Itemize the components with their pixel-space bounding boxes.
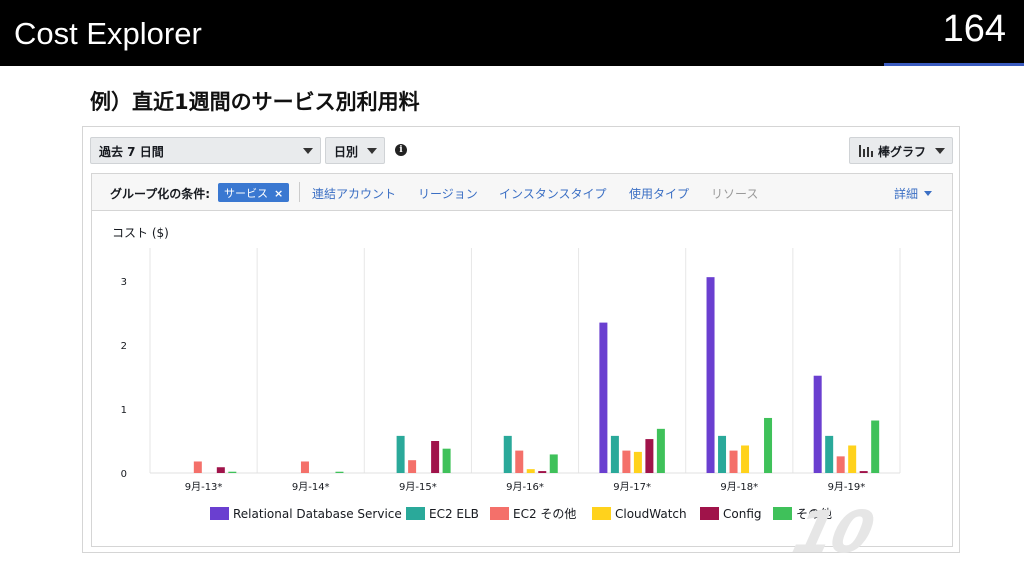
chart-type-value: 棒グラフ [878,145,927,159]
bar [764,417,773,473]
slide-subtitle: 例）直近1週間のサービス別利用料 [90,90,420,114]
bar [408,460,417,473]
bar [538,471,547,473]
chevron-down-icon [935,148,945,154]
group-by-tag-service[interactable]: サービス × [218,183,290,202]
date-range-select[interactable]: 過去 7 日間 [90,137,321,164]
x-tick-label: 9月-16* [506,481,544,493]
legend-label: CloudWatch [615,507,687,521]
page-number: 164 [942,8,1006,50]
bar [729,450,738,473]
legend-swatch [210,507,229,520]
legend-swatch [406,507,425,520]
chart-area [91,211,953,547]
bar [335,471,344,473]
group-by-tag-label: サービス [224,187,268,200]
x-tick-label: 9月-19* [828,481,866,493]
chart-type-select[interactable]: 棒グラフ [849,137,953,164]
page-number-underline [884,63,1024,66]
close-icon[interactable]: × [274,187,284,200]
legend-label: Config [723,507,762,521]
chevron-down-icon [924,191,932,196]
granularity-select[interactable]: 日別 [325,137,385,164]
x-tick-label: 9月-15* [399,481,437,493]
group-by-link-instance-type[interactable]: インスタンスタイプ [499,187,607,201]
bar [599,322,608,473]
y-axis-label: コスト ($) [112,226,169,240]
date-range-value: 過去 7 日間 [99,145,164,159]
bar [836,456,845,473]
bar [300,461,309,473]
bar [871,420,880,473]
info-icon[interactable]: i [395,144,407,156]
granularity-value: 日別 [334,145,359,159]
legend-swatch [490,507,509,520]
chevron-down-icon [303,148,313,154]
legend-swatch [592,507,611,520]
bar [515,450,524,473]
bar [442,448,451,473]
y-tick-label: 3 [121,277,127,288]
y-tick-label: 1 [121,405,127,416]
bar [859,471,868,473]
chevron-down-icon [367,148,377,154]
bar [549,454,558,473]
bar [848,445,857,473]
group-by-link-linked-account[interactable]: 連結アカウント [312,187,397,201]
legend-swatch [700,507,719,520]
legend-label: Relational Database Service [233,507,402,521]
group-by-link-region[interactable]: リージョン [418,187,478,201]
bar [610,435,619,473]
group-by-label: グループ化の条件: [110,187,211,201]
x-tick-label: 9月-18* [720,481,758,493]
bar [718,435,727,473]
legend-label: EC2 ELB [429,507,479,521]
bar [431,441,440,473]
legend-label: EC2 その他 [513,507,576,521]
bar [706,277,715,473]
x-tick-label: 9月-17* [613,481,651,493]
bar [633,451,642,473]
bar [503,435,512,473]
bar [645,439,654,473]
x-tick-label: 9月-14* [292,481,330,493]
bar [622,450,631,473]
bar-chart-icon [859,145,873,157]
bar [193,461,202,473]
slide-title: Cost Explorer [14,16,202,51]
slide-header [0,0,1024,66]
bar [526,469,535,473]
bar [656,428,665,473]
divider [299,182,300,202]
group-by-more-link[interactable]: 詳細 [894,187,919,201]
bar [216,467,225,473]
y-tick-label: 2 [121,341,127,352]
bar [825,435,834,473]
legend-swatch [773,507,792,520]
bar [228,471,237,473]
legend-label: その他 [796,507,832,521]
group-by-link-resource: リソース [711,187,759,201]
group-by-link-usage-type[interactable]: 使用タイプ [629,187,690,201]
bar [741,445,750,473]
bar [396,435,405,473]
x-tick-label: 9月-13* [185,481,223,493]
y-tick-label: 0 [121,469,127,480]
bar [813,375,822,473]
